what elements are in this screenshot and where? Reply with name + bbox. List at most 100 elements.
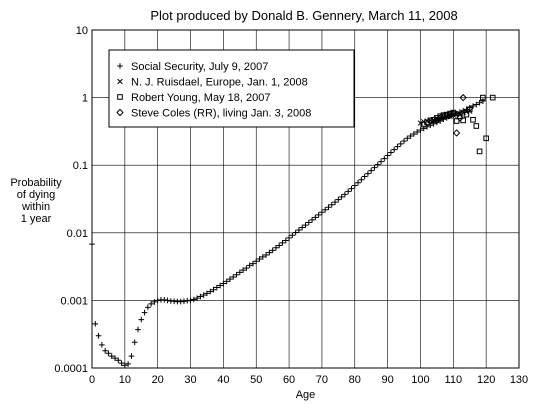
data-point: [470, 103, 476, 109]
x-tick-label: 110: [445, 374, 463, 386]
x-tick-label: 0: [89, 374, 95, 386]
data-point: [260, 254, 266, 260]
data-point: [200, 292, 207, 298]
data-point: [483, 135, 489, 142]
data-point: [250, 260, 256, 267]
data-point: [440, 112, 447, 118]
data-point: [115, 357, 122, 364]
legend-marker: [117, 63, 123, 69]
x-tick-label: 20: [152, 374, 164, 386]
data-point: [243, 265, 250, 271]
data-point: [145, 304, 151, 311]
y-tick-label: 10: [76, 25, 88, 37]
data-point: [207, 288, 214, 295]
y-axis-label-line: 1 year: [21, 213, 52, 225]
data-point: [204, 290, 210, 297]
y-axis-label-line: Probability: [10, 177, 62, 189]
data-point: [332, 199, 338, 205]
data-point: [108, 353, 115, 359]
data-point: [480, 98, 486, 104]
series-plus: [89, 98, 486, 369]
data-point: [345, 188, 351, 195]
legend: Social Security, July 9, 2007 N. J. Ruisd…: [108, 49, 355, 128]
data-point: [302, 222, 309, 228]
data-point: [276, 242, 283, 249]
data-point: [404, 135, 411, 142]
data-point: [436, 114, 444, 122]
data-point: [374, 161, 381, 168]
data-point: [299, 224, 306, 231]
x-tick-label: 100: [411, 374, 429, 386]
x-tick-label: 70: [316, 374, 328, 386]
data-point: [112, 355, 118, 361]
axis-ticks: 0 10 20 30 40 50 60 70 80 90 100 110 120 1300.00010.0…: [54, 25, 528, 386]
x-tick-label: 130: [510, 374, 528, 386]
x-tick-label: 90: [381, 374, 393, 386]
data-points: [89, 93, 496, 369]
data-point: [351, 182, 358, 189]
data-point: [289, 232, 296, 239]
data-point: [210, 286, 217, 293]
data-point: [99, 342, 105, 348]
x-tick-label: 60: [283, 374, 295, 386]
data-point: [95, 332, 102, 339]
data-point: [328, 201, 335, 208]
data-point: [437, 113, 443, 120]
data-point: [122, 362, 128, 369]
data-point: [361, 173, 368, 180]
x-tick-label: 30: [184, 374, 196, 386]
data-point: [305, 219, 312, 226]
data-point: [378, 158, 384, 165]
legend-marker: [117, 94, 123, 100]
data-point: [164, 297, 171, 304]
data-point: [355, 179, 361, 186]
series-diamond: [433, 93, 467, 137]
chart-title: Plot produced by Donald B. Gennery, Marc…: [150, 8, 457, 23]
data-point: [315, 212, 322, 218]
data-point: [227, 276, 233, 282]
x-tick-label: 10: [119, 374, 131, 386]
data-point: [388, 149, 394, 156]
legend-label: Steve Coles (RR), living Jan. 3, 2008: [131, 108, 311, 120]
y-tick-label: 1: [82, 93, 88, 105]
data-point: [296, 227, 302, 233]
data-point: [394, 143, 401, 150]
data-point: [466, 106, 473, 113]
data-point: [125, 361, 131, 367]
data-point: [102, 347, 108, 354]
legend-marker: [116, 108, 124, 117]
x-tick-label: 50: [250, 374, 262, 386]
data-point: [92, 321, 99, 327]
data-point: [463, 111, 470, 118]
data-point: [489, 94, 496, 101]
plot-frame: [91, 29, 520, 369]
data-point: [397, 141, 404, 147]
data-point: [476, 99, 483, 106]
data-point: [191, 296, 197, 303]
data-point: [427, 117, 434, 124]
data-point: [148, 301, 154, 307]
x-tick-label: 120: [477, 374, 495, 386]
data-point: [452, 129, 461, 137]
data-point: [457, 113, 463, 120]
data-point: [401, 138, 407, 144]
data-point: [141, 309, 148, 316]
y-tick-label: 0.01: [67, 228, 88, 240]
data-point: [214, 284, 220, 291]
data-point: [443, 111, 451, 120]
data-point: [417, 127, 424, 133]
data-point: [459, 93, 467, 102]
data-point: [151, 299, 158, 305]
data-point: [217, 282, 223, 289]
data-point: [414, 129, 420, 135]
data-point: [161, 297, 168, 303]
data-point: [476, 148, 483, 155]
data-point: [282, 237, 289, 244]
data-point: [480, 94, 486, 101]
y-axis-label-line: of dying: [17, 189, 56, 201]
data-point: [246, 262, 253, 269]
y-axis-label-line: within: [21, 201, 50, 213]
x-tick-label: 80: [349, 374, 361, 386]
data-point: [292, 229, 299, 236]
